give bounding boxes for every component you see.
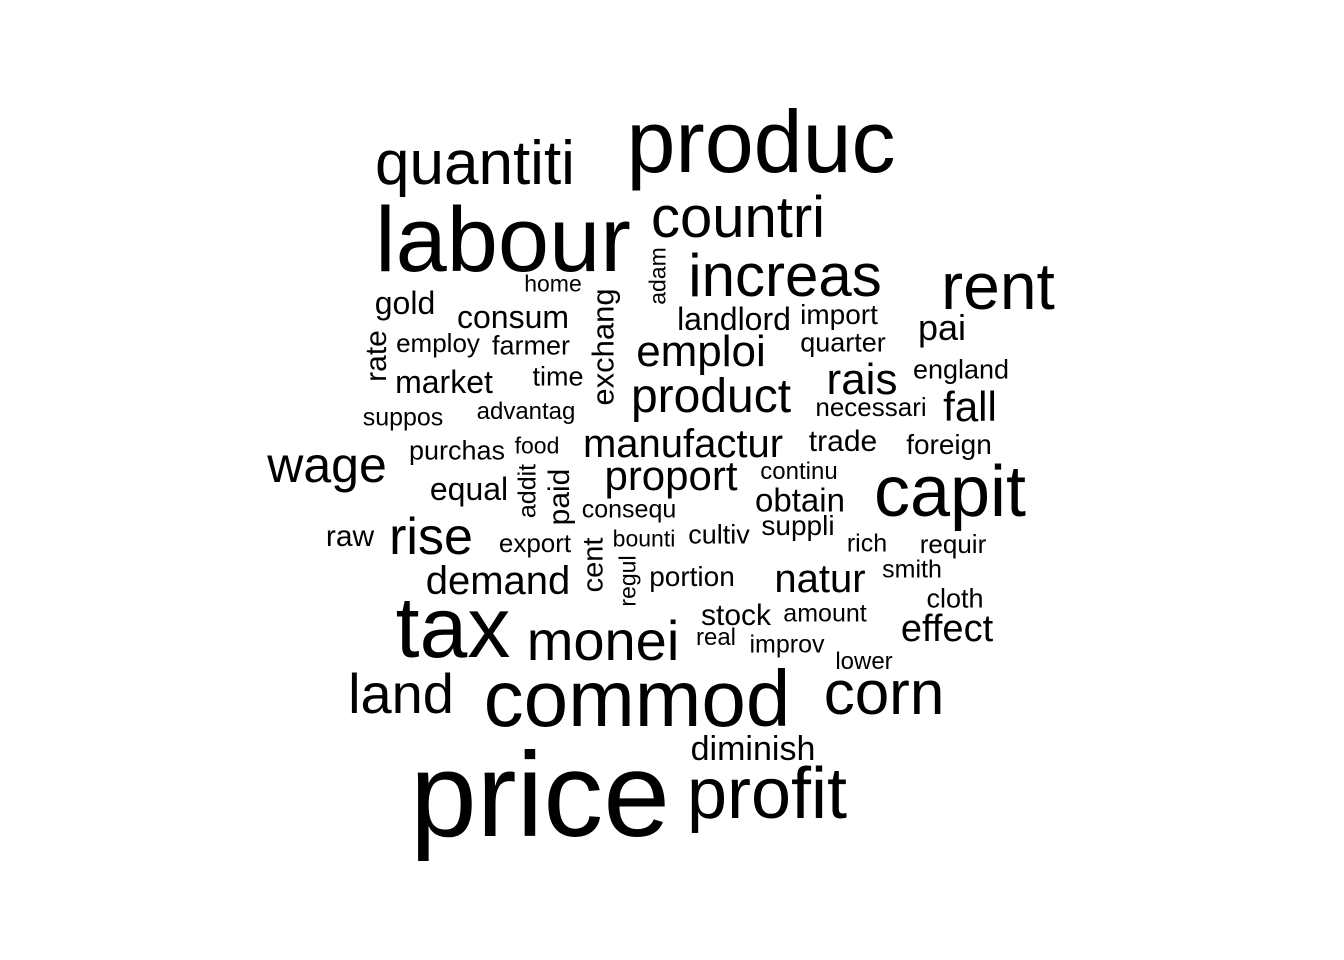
word-import: import bbox=[800, 299, 878, 330]
word-corn: corn bbox=[823, 659, 945, 728]
word-capit: capit bbox=[873, 452, 1027, 532]
word-land: land bbox=[348, 662, 454, 725]
word-quantiti: quantiti bbox=[375, 129, 575, 198]
word-paid: paid bbox=[543, 468, 576, 526]
word-diminish: diminish bbox=[690, 730, 816, 768]
word-adam: adam bbox=[644, 247, 671, 305]
word-farmer: farmer bbox=[491, 330, 571, 361]
word-tax: tax bbox=[395, 580, 511, 676]
word-effect: effect bbox=[900, 608, 994, 650]
word-stock: stock bbox=[700, 599, 772, 632]
word-countri: countri bbox=[650, 185, 826, 250]
word-improv: improv bbox=[749, 630, 825, 659]
word-manufactur: manufactur bbox=[582, 422, 784, 466]
word-raw: raw bbox=[325, 520, 375, 553]
word-product: product bbox=[630, 370, 792, 423]
word-amount: amount bbox=[783, 599, 867, 628]
word-market: market bbox=[395, 364, 493, 400]
word-employ: employ bbox=[396, 328, 480, 358]
word-real: real bbox=[695, 624, 737, 651]
word-labour: labour bbox=[375, 189, 631, 291]
word-pai: pai bbox=[917, 307, 967, 348]
word-export: export bbox=[498, 528, 572, 558]
word-obtain: obtain bbox=[755, 481, 845, 519]
word-rise: rise bbox=[389, 508, 473, 566]
word-portion: portion bbox=[649, 561, 735, 592]
word-produc: produc bbox=[626, 92, 896, 191]
word-profit: profit bbox=[686, 754, 848, 834]
word-wage: wage bbox=[267, 437, 387, 493]
word-time: time bbox=[532, 361, 584, 392]
word-home: home bbox=[524, 270, 582, 297]
word-gold: gold bbox=[374, 285, 436, 321]
word-equal: equal bbox=[429, 471, 509, 507]
word-cultiv: cultiv bbox=[688, 519, 750, 550]
word-necessari: necessari bbox=[815, 392, 927, 422]
word-fall: fall bbox=[943, 383, 997, 430]
word-cent: cent bbox=[577, 537, 610, 593]
word-lower: lower bbox=[835, 648, 893, 675]
word-cloth: cloth bbox=[926, 583, 984, 614]
word-food: food bbox=[514, 432, 560, 459]
word-consequ: consequ bbox=[581, 495, 677, 524]
word-bounti: bounti bbox=[612, 525, 676, 552]
word-smith: smith bbox=[882, 555, 942, 584]
word-suppos: suppos bbox=[362, 403, 444, 432]
word-monei: monei bbox=[526, 609, 680, 672]
word-commod: commod bbox=[483, 654, 791, 743]
word-rent: rent bbox=[941, 249, 1055, 323]
word-consum: consum bbox=[456, 299, 570, 335]
word-natur: natur bbox=[774, 557, 866, 601]
word-landlord: landlord bbox=[677, 301, 791, 337]
word-rate: rate bbox=[360, 330, 393, 382]
word-requir: requir bbox=[919, 529, 987, 559]
word-exchang: exchang bbox=[585, 288, 621, 406]
word-advantag: advantag bbox=[476, 398, 576, 425]
word-price: price bbox=[409, 728, 671, 862]
word-regul: regul bbox=[614, 555, 641, 607]
word-addit: addit bbox=[513, 463, 542, 519]
word-england: england bbox=[912, 354, 1010, 385]
word-rais: rais bbox=[826, 355, 898, 404]
word-foreign: foreign bbox=[906, 429, 992, 460]
word-rich: rich bbox=[846, 529, 888, 558]
word-suppli: suppli bbox=[761, 510, 835, 541]
word-purchas: purchas bbox=[408, 435, 506, 466]
word-quarter: quarter bbox=[800, 327, 886, 358]
word-trade: trade bbox=[808, 425, 878, 458]
word-emploi: emploi bbox=[636, 327, 766, 376]
word-increas: increas bbox=[688, 242, 882, 309]
word-continu: continu bbox=[760, 458, 838, 485]
word-proport: proport bbox=[604, 452, 738, 499]
word-demand: demand bbox=[425, 559, 571, 603]
